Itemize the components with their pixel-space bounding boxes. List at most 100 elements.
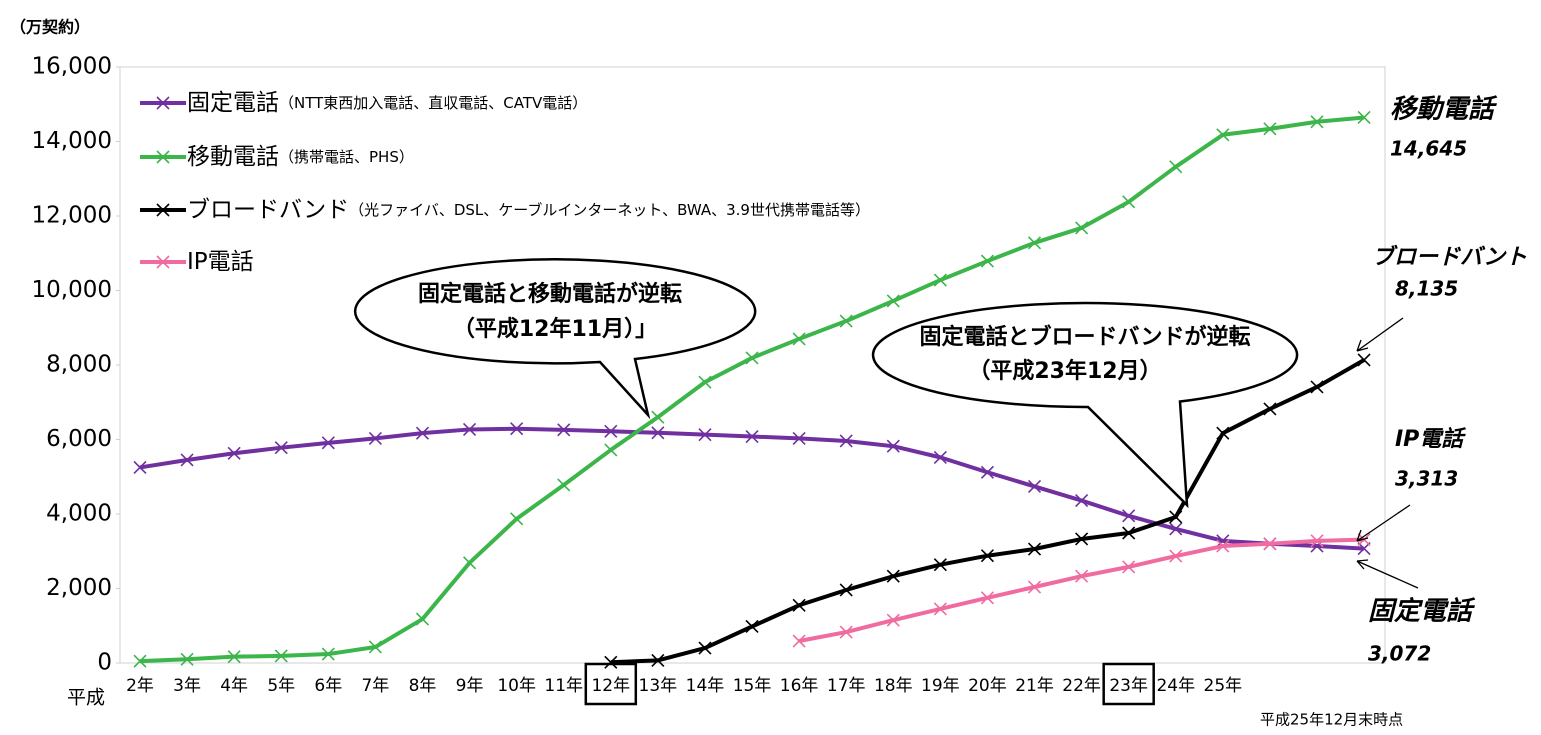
marker	[980, 549, 995, 563]
end-label-name: ブロードバント	[1372, 244, 1527, 270]
legend-note: （携帯電話、PHS）	[279, 148, 414, 166]
legend-label: 移動電話（携帯電話、PHS）	[187, 144, 414, 170]
marker	[604, 655, 618, 669]
legend-marker	[156, 150, 170, 164]
marker	[980, 591, 995, 605]
x-tick-label: 25年	[1204, 676, 1243, 696]
marker	[1169, 522, 1183, 536]
marker	[1169, 510, 1183, 524]
marker	[1263, 122, 1277, 136]
x-tick-label: 2年	[126, 676, 154, 696]
marker	[1075, 494, 1089, 508]
marker	[1027, 542, 1042, 556]
marker	[1216, 539, 1230, 553]
callout-bubble	[871, 301, 1299, 509]
x-tick-label: 8年	[409, 676, 437, 696]
marker	[839, 625, 853, 639]
x-tick-label: 5年	[267, 676, 295, 696]
x-tick-label: 20年	[968, 676, 1007, 696]
x-tick-label: 15年	[733, 676, 772, 696]
marker	[980, 254, 995, 268]
series-layer	[133, 110, 1371, 669]
marker	[510, 422, 524, 436]
category-box	[1102, 662, 1155, 706]
marker	[698, 375, 712, 389]
marker	[415, 612, 430, 626]
x-tick-label: 16年	[780, 676, 819, 696]
y-tick-label: 6,000	[46, 426, 112, 452]
callout-text: 固定電話とブロードバンドが逆転	[919, 324, 1250, 350]
legend-name: 移動電話	[187, 144, 279, 170]
x-tick-label: 11年	[544, 676, 583, 696]
x-tick-label: 14年	[686, 676, 725, 696]
end-label-name: 移動電話	[1390, 95, 1498, 125]
x-tick-label: 3年	[173, 676, 201, 696]
marker	[1216, 426, 1230, 440]
x-tick-label: 17年	[827, 676, 866, 696]
callout-text: （平成12年11月）」	[453, 316, 657, 342]
y-tick-label: 0	[97, 650, 112, 676]
marker	[933, 602, 947, 616]
marker	[651, 653, 665, 667]
legend-label: IP電話	[187, 249, 254, 275]
marker	[792, 634, 806, 648]
marker	[839, 314, 853, 328]
series-line	[610, 358, 1366, 665]
marker	[886, 569, 900, 583]
marker	[792, 431, 806, 445]
series-line	[798, 537, 1365, 643]
y-tick-label: 14,000	[32, 128, 112, 154]
callout: 固定電話とブロードバンドが逆転 （平成23年12月）	[871, 301, 1299, 509]
marker	[227, 650, 241, 664]
x-tick-label: 4年	[220, 676, 248, 696]
marker	[745, 429, 759, 444]
y-tick-label: 8,000	[46, 352, 112, 378]
marker	[227, 446, 241, 460]
marker	[1122, 560, 1136, 574]
marker	[1027, 479, 1042, 494]
marker	[1075, 569, 1089, 583]
marker	[133, 460, 147, 475]
marker	[274, 649, 288, 663]
legend-marker	[156, 255, 170, 269]
legend-name: 固定電話	[187, 90, 279, 116]
marker	[698, 428, 712, 442]
marker	[321, 436, 335, 450]
x-prefix: 平成	[67, 687, 105, 709]
x-tick-label: 21年	[1015, 676, 1054, 696]
legend-name: ブロードバンド	[187, 197, 349, 223]
marker	[1027, 236, 1042, 250]
x-tick-label: 22年	[1062, 676, 1101, 696]
value-label: 14,645	[1390, 137, 1467, 161]
callout-text: （平成23年12月）	[968, 358, 1161, 384]
arrow	[1356, 504, 1411, 542]
legend-marker	[156, 96, 170, 110]
marker	[886, 439, 900, 453]
marker	[604, 424, 618, 438]
marker	[651, 426, 665, 440]
y-tick-label: 12,000	[32, 203, 112, 229]
marker	[1027, 580, 1042, 594]
x-tick-label: 10年	[497, 676, 536, 696]
marker	[274, 441, 288, 455]
marker	[698, 641, 712, 655]
marker	[1310, 115, 1324, 129]
marker	[1122, 195, 1136, 209]
marker	[368, 640, 382, 654]
marker	[933, 273, 947, 287]
marker	[933, 558, 947, 572]
marker	[1263, 402, 1277, 416]
legend-label: 固定電話（NTT東西加入電話、直収電話、CATV電話）	[187, 90, 587, 116]
legend-name: IP電話	[187, 249, 254, 275]
marker	[1310, 534, 1324, 548]
marker	[1357, 110, 1371, 125]
marker	[133, 654, 147, 668]
x-tick-label: 6年	[314, 676, 342, 696]
x-tick-label: 18年	[874, 676, 913, 696]
x-tick-label: 12年	[591, 676, 630, 696]
marker	[321, 647, 335, 661]
legend-note: （NTT東西加入電話、直収電話、CATV電話）	[279, 94, 587, 112]
marker	[745, 619, 759, 634]
marker	[933, 450, 947, 464]
